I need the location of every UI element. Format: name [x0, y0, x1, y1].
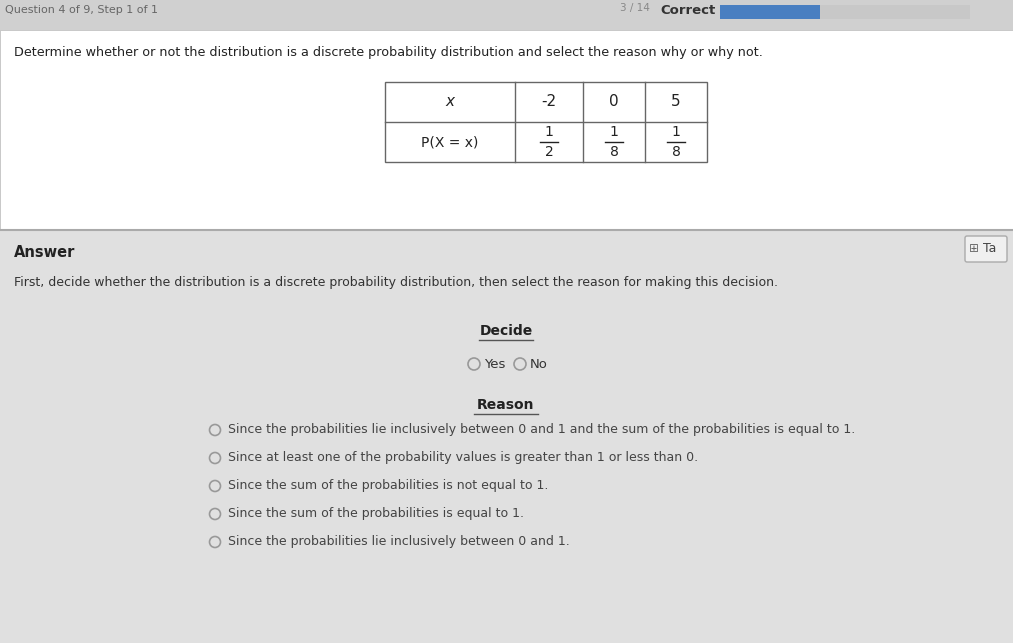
Text: Answer: Answer: [14, 245, 75, 260]
Text: Since the probabilities lie inclusively between 0 and 1 and the sum of the proba: Since the probabilities lie inclusively …: [228, 424, 855, 437]
Text: 1: 1: [672, 125, 681, 139]
FancyBboxPatch shape: [0, 30, 1013, 230]
FancyBboxPatch shape: [0, 230, 1013, 643]
Text: 1: 1: [610, 125, 619, 139]
FancyBboxPatch shape: [0, 0, 1013, 30]
Text: Question 4 of 9, Step 1 of 1: Question 4 of 9, Step 1 of 1: [5, 5, 158, 15]
Text: ⊞: ⊞: [969, 242, 979, 255]
Text: x: x: [446, 95, 455, 109]
Text: Since at least one of the probability values is greater than 1 or less than 0.: Since at least one of the probability va…: [228, 451, 698, 464]
FancyBboxPatch shape: [720, 5, 970, 19]
Text: 8: 8: [672, 145, 681, 159]
FancyBboxPatch shape: [965, 236, 1007, 262]
Text: Yes: Yes: [484, 358, 505, 370]
Text: 0: 0: [609, 95, 619, 109]
FancyBboxPatch shape: [720, 5, 820, 19]
Text: Since the probabilities lie inclusively between 0 and 1.: Since the probabilities lie inclusively …: [228, 536, 569, 548]
Text: Since the sum of the probabilities is not equal to 1.: Since the sum of the probabilities is no…: [228, 480, 548, 493]
Text: Ta: Ta: [983, 242, 997, 255]
Text: Determine whether or not the distribution is a discrete probability distribution: Determine whether or not the distributio…: [14, 46, 763, 59]
Text: 1: 1: [545, 125, 553, 139]
Text: No: No: [530, 358, 548, 370]
Text: 5: 5: [672, 95, 681, 109]
Text: P(X = x): P(X = x): [421, 135, 479, 149]
Text: Reason: Reason: [477, 398, 535, 412]
Text: 3 / 14: 3 / 14: [620, 3, 650, 13]
Text: Since the sum of the probabilities is equal to 1.: Since the sum of the probabilities is eq…: [228, 507, 524, 520]
Text: -2: -2: [541, 95, 556, 109]
FancyBboxPatch shape: [385, 82, 707, 162]
Text: Correct: Correct: [660, 3, 715, 17]
Text: Decide: Decide: [479, 324, 533, 338]
Text: First, decide whether the distribution is a discrete probability distribution, t: First, decide whether the distribution i…: [14, 276, 778, 289]
Text: 2: 2: [545, 145, 553, 159]
Text: 8: 8: [610, 145, 619, 159]
